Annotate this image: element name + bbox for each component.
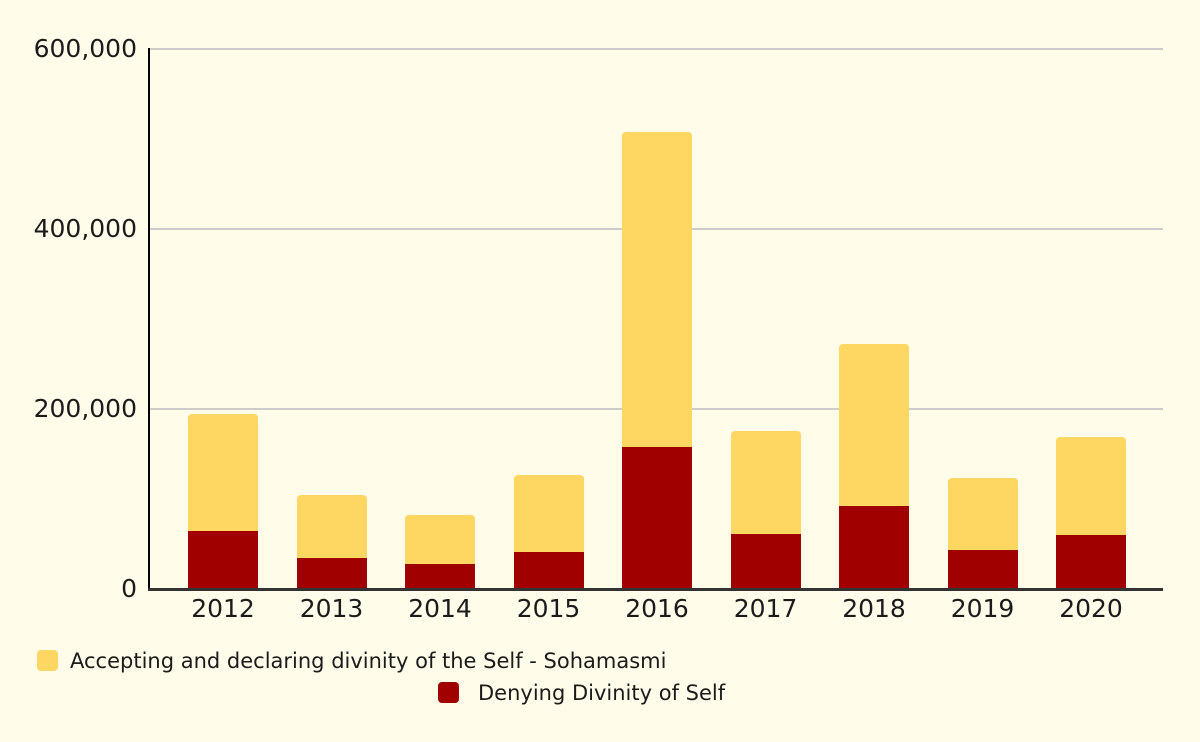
legend-label-denying[interactable]: Denying Divinity of Self (478, 681, 726, 705)
bar-2018-sohamasmi-segment[interactable] (839, 344, 909, 507)
bar-2018-denying-segment[interactable] (839, 506, 909, 589)
x-tick-label-2017: 2017 (733, 594, 798, 623)
gridline-600000 (150, 48, 1163, 50)
x-tick-label-2019: 2019 (950, 594, 1015, 623)
bar-2014-sohamasmi-segment[interactable] (405, 515, 475, 564)
legend-swatch-sohamasmi[interactable] (37, 650, 58, 671)
y-tick-label-0: 0 (121, 574, 137, 603)
bar-2015-sohamasmi-segment[interactable] (513, 474, 584, 553)
bar-2017-sohamasmi-segment[interactable] (730, 430, 801, 535)
x-tick-label-2012: 2012 (191, 594, 255, 623)
bar-2016-denying-segment[interactable] (622, 446, 692, 589)
bar-2016-sohamasmi-segment[interactable] (622, 131, 692, 447)
x-tick-label-2014: 2014 (408, 594, 472, 623)
bar-2017-denying-segment[interactable] (730, 534, 801, 589)
bar-2015-denying-segment[interactable] (513, 552, 584, 589)
bar-2012-sohamasmi-segment[interactable] (188, 413, 258, 531)
x-tick-label-2018: 2018 (842, 594, 906, 623)
legend-swatch-denying[interactable] (438, 682, 459, 703)
x-tick-label-2015: 2015 (516, 594, 581, 623)
bar-2020-denying-segment[interactable] (1056, 535, 1126, 589)
y-tick-label-400000: 400,000 (33, 214, 137, 243)
bar-2012-denying-segment[interactable] (188, 530, 258, 589)
bar-2019-denying-segment[interactable] (947, 550, 1018, 589)
x-tick-label-2020: 2020 (1059, 594, 1123, 623)
legend-label-sohamasmi[interactable]: Accepting and declaring divinity of the … (70, 649, 667, 673)
bar-2020-sohamasmi-segment[interactable] (1056, 436, 1126, 535)
x-tick-label-2013: 2013 (299, 594, 364, 623)
bar-2014-denying-segment[interactable] (405, 563, 475, 589)
bar-2013-sohamasmi-segment[interactable] (296, 494, 367, 558)
bar-2019-sohamasmi-segment[interactable] (947, 478, 1018, 551)
y-tick-label-600000: 600,000 (33, 34, 137, 63)
y-tick-label-200000: 200,000 (33, 394, 137, 423)
x-tick-label-2016: 2016 (625, 594, 689, 623)
bar-2013-denying-segment[interactable] (296, 557, 367, 589)
y-axis-line (148, 48, 150, 591)
x-axis-line (148, 588, 1163, 591)
